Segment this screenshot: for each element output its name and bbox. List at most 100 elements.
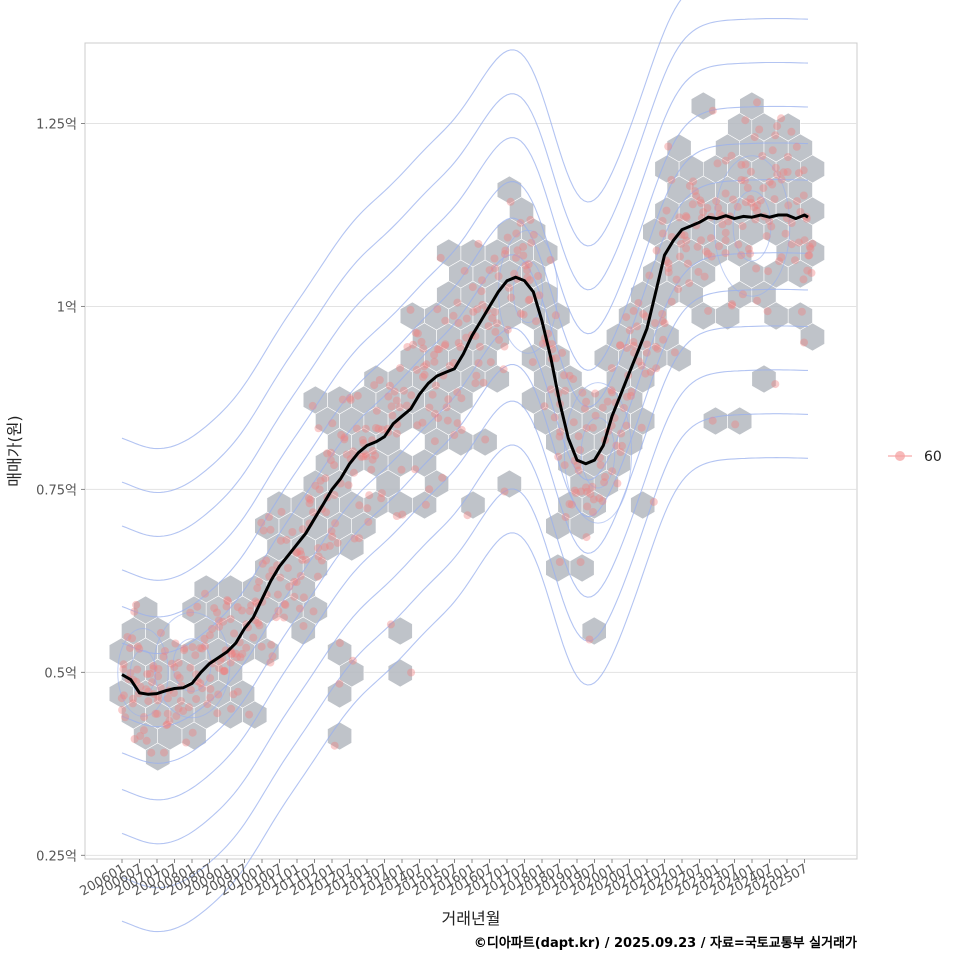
transaction-point (752, 207, 761, 215)
transaction-point (612, 441, 621, 450)
source-caption: ©디아파트(dapt.kr) / 2025.09.23 / 자료=국토교통부 실… (474, 935, 857, 951)
transaction-point (136, 732, 145, 740)
hexbin-cell (800, 154, 825, 184)
transaction-point (233, 687, 242, 696)
transaction-point (226, 658, 235, 667)
transaction-point (257, 642, 266, 651)
transaction-point (345, 394, 354, 402)
transaction-point (368, 455, 377, 464)
transaction-point (160, 748, 168, 757)
transaction-point (238, 649, 247, 658)
transaction-point (708, 416, 717, 425)
transaction-point (619, 403, 628, 412)
transaction-point (132, 600, 141, 609)
transaction-point (662, 206, 671, 215)
transaction-point (333, 538, 342, 547)
transaction-point (169, 689, 178, 697)
transaction-point (330, 741, 339, 750)
transaction-point (771, 380, 780, 389)
transaction-point (411, 328, 420, 337)
transaction-point (714, 203, 723, 212)
transaction-point (805, 251, 814, 260)
transaction-point (165, 716, 174, 725)
transaction-point (721, 156, 730, 165)
transaction-point (258, 559, 267, 568)
transaction-point (442, 403, 451, 412)
transaction-point (314, 552, 323, 561)
transaction-point (625, 326, 634, 335)
transaction-point (340, 433, 349, 442)
transaction-point (198, 684, 207, 693)
transaction-point (471, 379, 480, 388)
transaction-point (560, 371, 569, 380)
transaction-point (472, 371, 481, 380)
transaction-point (555, 432, 564, 441)
transaction-point (236, 653, 245, 662)
transaction-point (607, 386, 616, 395)
transaction-point (192, 695, 201, 703)
transaction-point (186, 608, 195, 617)
transaction-point (700, 272, 709, 281)
transaction-point (398, 510, 407, 519)
transaction-point (574, 432, 583, 441)
transaction-point (419, 344, 428, 353)
transaction-point (238, 606, 246, 615)
transaction-point (296, 572, 305, 580)
transaction-point (629, 306, 638, 315)
transaction-point (372, 406, 381, 415)
transaction-point (149, 661, 158, 670)
transaction-point (519, 310, 528, 319)
transaction-point (729, 195, 737, 204)
transaction-point (617, 429, 626, 438)
transaction-point (613, 479, 622, 488)
transaction-point (507, 293, 516, 302)
transaction-point (328, 532, 337, 541)
transaction-point (781, 229, 790, 238)
transaction-point (637, 361, 646, 370)
transaction-point (500, 342, 509, 351)
transaction-point (407, 391, 416, 400)
transaction-point (171, 639, 180, 648)
transaction-point (627, 391, 635, 400)
transaction-point (306, 495, 315, 504)
transaction-point (186, 686, 195, 694)
transaction-point (299, 593, 308, 602)
transaction-point (504, 283, 513, 292)
transaction-point (422, 360, 431, 369)
transaction-point (309, 607, 318, 616)
transaction-point (490, 308, 499, 316)
transaction-point (330, 461, 339, 470)
transaction-point (377, 489, 386, 498)
transaction-point (697, 236, 705, 245)
hexbin-cell (800, 238, 825, 268)
transaction-point (753, 296, 762, 305)
transaction-point (718, 220, 727, 229)
transaction-point (371, 451, 380, 460)
transaction-point (588, 423, 597, 432)
transaction-point (128, 634, 137, 643)
contour-ring (117, 627, 169, 717)
transaction-point (750, 133, 759, 142)
transaction-point (419, 373, 427, 381)
transaction-point (664, 264, 673, 273)
transaction-point (746, 249, 754, 258)
transaction-point (475, 342, 484, 351)
transaction-point (412, 365, 421, 374)
transaction-point (311, 481, 320, 490)
transaction-point (775, 257, 784, 266)
hexbin-cell (327, 721, 352, 751)
transaction-point (488, 314, 497, 323)
transaction-point (741, 160, 750, 169)
transaction-point (535, 291, 544, 300)
trend-line (121, 213, 809, 696)
transaction-point (148, 678, 157, 687)
transaction-point (573, 461, 582, 470)
transaction-point (721, 189, 730, 198)
transaction-point (734, 240, 743, 249)
transaction-point (362, 452, 371, 461)
transaction-point (445, 362, 454, 370)
transaction-point (639, 310, 648, 318)
transaction-point (201, 642, 209, 651)
transaction-point (750, 203, 759, 212)
transaction-point (558, 348, 567, 357)
